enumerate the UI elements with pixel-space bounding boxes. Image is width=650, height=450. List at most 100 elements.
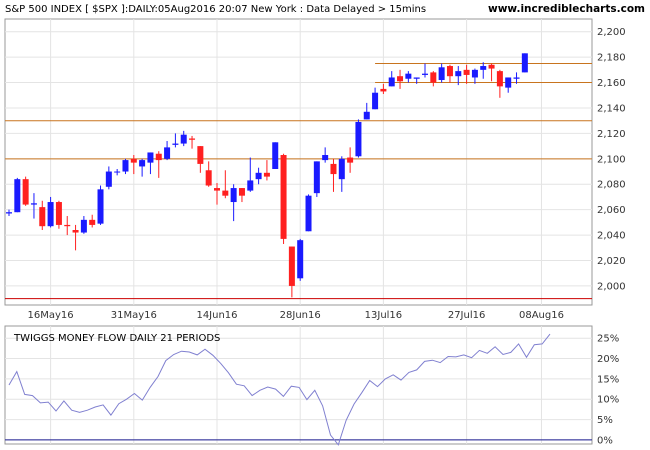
candle-body (80, 219, 87, 233)
price-candle (355, 119, 362, 158)
date-x-tick-label: 13Jul16 (365, 310, 403, 321)
price-candles (6, 53, 528, 298)
candle-body (397, 76, 404, 82)
candle-body (255, 172, 262, 180)
price-candle (455, 66, 462, 86)
price-candle (347, 147, 354, 173)
date-x-tick-label: 14Jun16 (196, 310, 237, 321)
price-y-tick-label: 2,140 (597, 103, 626, 114)
candle-body (347, 157, 354, 163)
candle-body (22, 179, 29, 205)
price-y-tick-label: 2,120 (597, 129, 626, 140)
candle-body (305, 195, 312, 232)
price-candle (255, 167, 262, 185)
price-candle (263, 160, 270, 181)
price-candle (222, 170, 229, 199)
candle-body (172, 143, 179, 145)
candle-body (388, 77, 395, 87)
price-candle (97, 185, 104, 225)
candle-body (97, 189, 104, 224)
candle-body (189, 138, 196, 140)
price-panel: 2,000 2,020 2,040 2,060 2,080 2,100 2,120 2,140… (4, 18, 626, 321)
price-candle (405, 71, 412, 83)
price-candle (330, 158, 337, 192)
candle-body (438, 67, 445, 81)
candle-body (521, 53, 528, 73)
price-candle (430, 71, 437, 87)
candle-body (14, 179, 21, 213)
candle-body (89, 219, 96, 225)
price-candle (55, 200, 62, 229)
candle-body (222, 190, 229, 196)
price-y-axis-labels: 2,000 2,020 2,040 2,060 2,080 2,100 2,120 2,140… (597, 27, 626, 292)
date-x-axis-labels: 16May16 31May16 14Jun16 28Jun16 13Jul16 27Jul… (28, 310, 564, 321)
price-candle (47, 196, 54, 228)
price-candle (197, 146, 204, 173)
price-y-tick-label: 2,060 (597, 205, 626, 216)
price-candle (230, 184, 237, 222)
candle-body (297, 240, 304, 279)
price-candle (446, 64, 453, 83)
chart-header-title: S&P 500 INDEX [ $SPX ]:DAILY:05Aug2016 2… (5, 4, 426, 15)
money-flow-y-tick-label: 15% (597, 374, 619, 385)
candle-body (330, 163, 337, 175)
candle-body (338, 158, 345, 180)
price-candle (64, 216, 71, 236)
price-candle (280, 153, 287, 244)
candle-body (47, 202, 54, 227)
price-y-tick-label: 2,000 (597, 281, 626, 292)
money-flow-y-tick-label: 25% (597, 334, 619, 345)
price-candle (114, 168, 121, 176)
price-candle (72, 224, 79, 251)
candle-body (114, 171, 121, 173)
price-candle (272, 142, 279, 169)
candle-body (147, 152, 154, 163)
price-candle (471, 68, 478, 84)
site-url: www.incrediblecharts.com (488, 3, 645, 15)
candle-body (164, 147, 171, 159)
candle-body (197, 146, 204, 164)
price-candle (322, 147, 329, 163)
candle-body (380, 88, 387, 92)
candle-body (214, 188, 220, 191)
price-candle (247, 157, 254, 192)
price-candle (155, 151, 162, 178)
money-flow-series-line (8, 333, 551, 446)
date-x-tick-label: 27Jul16 (448, 310, 486, 321)
candle-body (513, 77, 520, 79)
candle-body (155, 153, 162, 161)
price-candle (397, 69, 404, 89)
candle-body (247, 180, 254, 191)
price-y-tick-label: 2,040 (597, 231, 626, 242)
price-candle (22, 176, 29, 206)
candle-body (205, 170, 212, 186)
candle-body (422, 73, 428, 75)
price-candle (438, 63, 445, 83)
money-flow-y-tick-label: 10% (597, 395, 619, 406)
money-flow-y-tick-label: 20% (597, 354, 619, 365)
price-candle (513, 72, 520, 84)
candle-body (488, 64, 495, 69)
candle-body (313, 161, 320, 194)
price-candle (130, 155, 137, 175)
date-x-tick-label: 08Aug16 (519, 310, 564, 321)
candle-body (496, 71, 503, 87)
candle-body (39, 207, 46, 227)
price-candle (505, 77, 512, 93)
price-candle (305, 194, 312, 232)
candle-body (72, 230, 79, 233)
price-candle (89, 214, 96, 228)
candle-body (455, 71, 462, 77)
price-candle (363, 102, 370, 120)
candle-body (30, 203, 37, 205)
candle-body (180, 134, 187, 144)
candle-body (430, 72, 437, 83)
money-flow-y-tick-label: 0% (597, 435, 613, 446)
price-candle (122, 158, 129, 175)
candle-body (288, 246, 295, 286)
date-x-tick-label: 16May16 (28, 310, 74, 321)
price-candle (463, 64, 470, 84)
price-candle (164, 141, 171, 161)
candle-body (471, 69, 478, 78)
price-candle (172, 133, 179, 148)
